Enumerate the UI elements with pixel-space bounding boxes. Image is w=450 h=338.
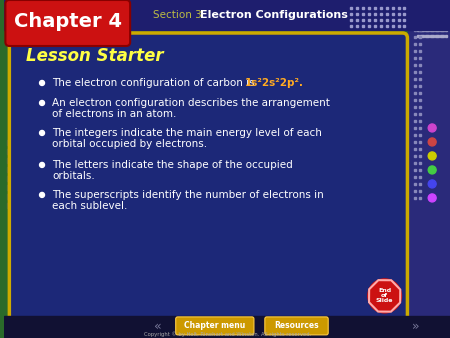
Circle shape <box>40 80 45 86</box>
Text: The electron configuration of carbon is: The electron configuration of carbon is <box>52 78 258 88</box>
Circle shape <box>428 194 436 202</box>
Circle shape <box>40 100 45 105</box>
Circle shape <box>40 192 45 197</box>
Text: Chapter 4: Chapter 4 <box>14 13 122 31</box>
Bar <box>7 185 11 190</box>
Bar <box>7 203 11 208</box>
Text: each sublevel.: each sublevel. <box>52 201 127 211</box>
Bar <box>7 176 11 181</box>
Bar <box>4 0 450 30</box>
Text: Resources: Resources <box>274 321 319 330</box>
Text: Copyright © by Holt, Rinehart and Winston. All rights reserved.: Copyright © by Holt, Rinehart and Winsto… <box>144 332 311 337</box>
Text: The letters indicate the shape of the occupied: The letters indicate the shape of the oc… <box>52 160 292 170</box>
Bar <box>7 158 11 163</box>
Text: The integers indicate the main energy level of each: The integers indicate the main energy le… <box>52 128 322 138</box>
Bar <box>7 149 11 154</box>
Circle shape <box>428 138 436 146</box>
Circle shape <box>428 166 436 174</box>
Bar <box>4 316 450 338</box>
Text: Electron Configurations: Electron Configurations <box>200 10 348 20</box>
Text: of: of <box>381 293 388 298</box>
Circle shape <box>40 163 45 167</box>
Bar <box>7 194 11 199</box>
Circle shape <box>428 180 436 188</box>
FancyBboxPatch shape <box>5 0 130 46</box>
Bar <box>7 140 11 145</box>
Circle shape <box>428 124 436 132</box>
FancyBboxPatch shape <box>265 317 328 335</box>
Circle shape <box>368 279 401 313</box>
Text: »: » <box>412 319 419 332</box>
Text: «: « <box>154 319 162 332</box>
Circle shape <box>428 152 436 160</box>
FancyBboxPatch shape <box>9 33 407 321</box>
Text: An electron configuration describes the arrangement: An electron configuration describes the … <box>52 98 330 108</box>
Text: orbital occupied by electrons.: orbital occupied by electrons. <box>52 139 207 149</box>
Bar <box>7 167 11 172</box>
Text: Chapter menu: Chapter menu <box>184 321 245 330</box>
Text: Lesson Starter: Lesson Starter <box>26 47 164 65</box>
Circle shape <box>40 130 45 136</box>
Text: of electrons in an atom.: of electrons in an atom. <box>52 109 176 119</box>
Text: End: End <box>378 288 391 293</box>
FancyBboxPatch shape <box>176 317 254 335</box>
Polygon shape <box>369 280 400 312</box>
Text: The superscripts identify the number of electrons in: The superscripts identify the number of … <box>52 190 324 200</box>
Text: orbitals.: orbitals. <box>52 171 94 181</box>
Text: 1s²2s²2p².: 1s²2s²2p². <box>245 78 304 88</box>
Bar <box>409 0 450 338</box>
Text: Section 3: Section 3 <box>153 10 202 20</box>
Text: Slide: Slide <box>376 298 393 304</box>
